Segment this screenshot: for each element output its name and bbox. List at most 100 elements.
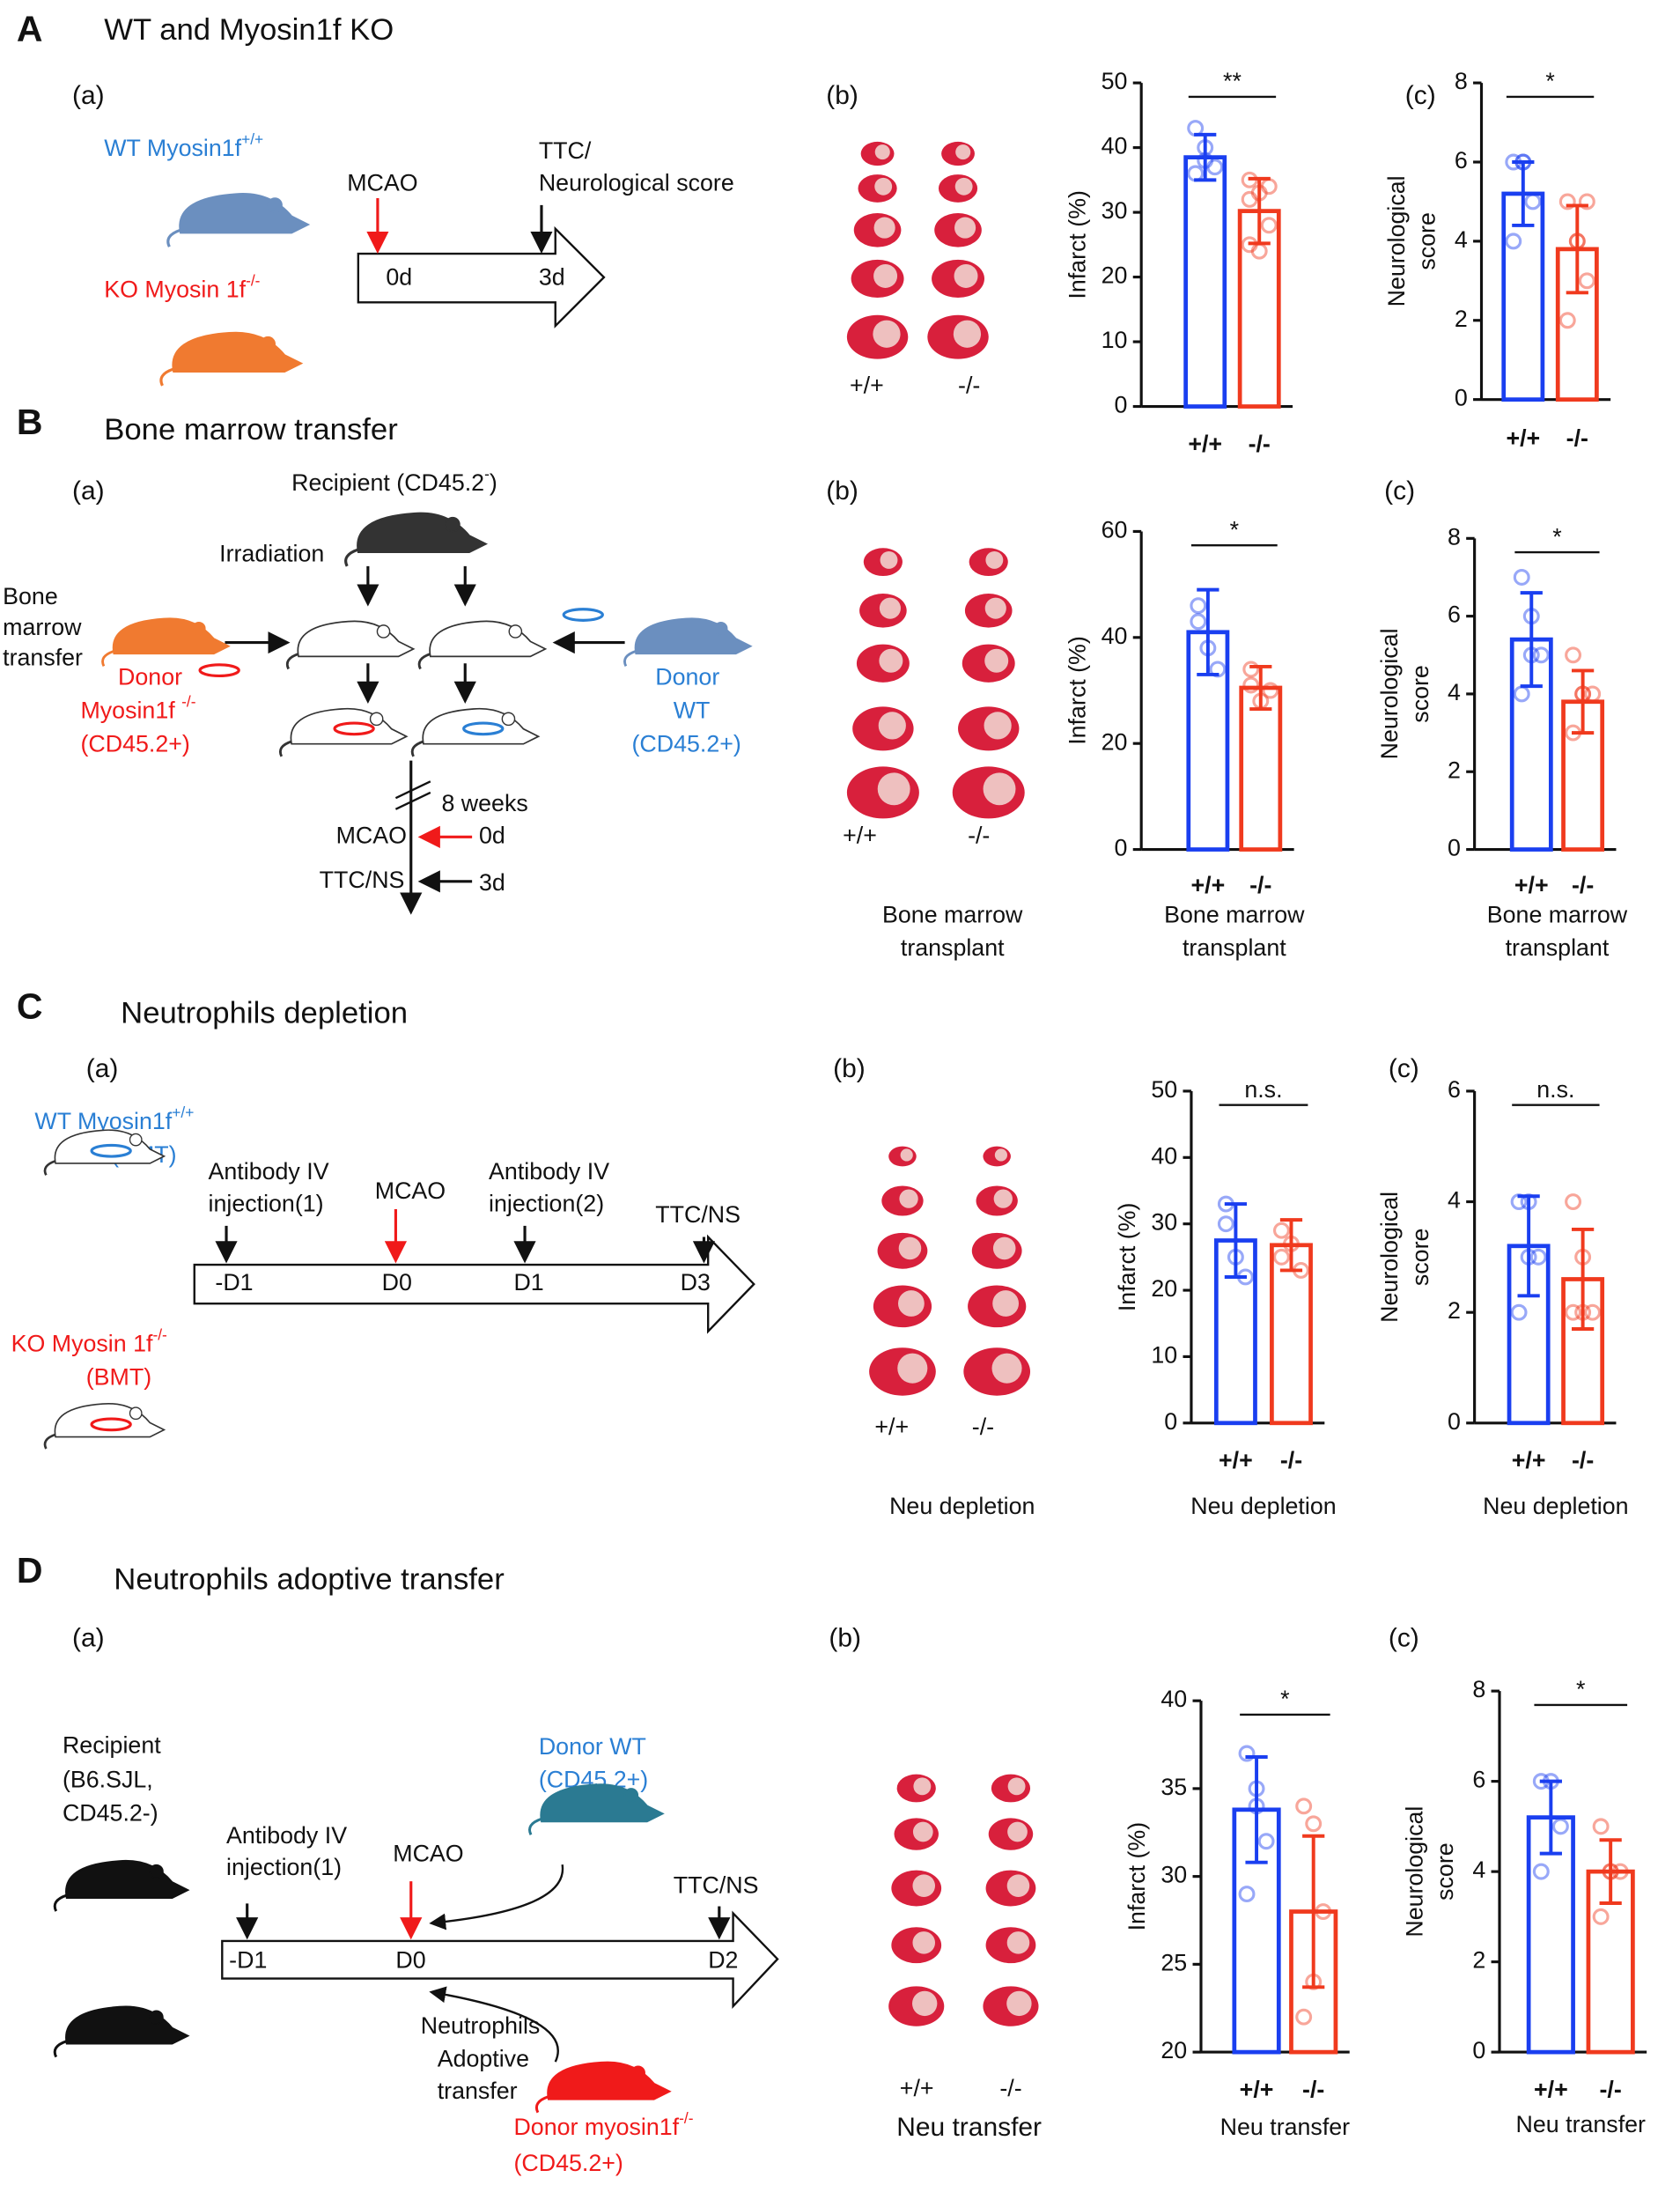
x-tick-label: -/- xyxy=(1566,424,1588,451)
data-point xyxy=(1187,120,1205,137)
label: Neutrophils adoptive transfer xyxy=(114,1563,504,1597)
y-axis-title: Infarct (%) xyxy=(1064,636,1090,745)
significance-label: * xyxy=(1280,1686,1290,1712)
mouse-body xyxy=(422,707,541,745)
brain-infarct xyxy=(955,144,971,160)
label: KO Myosin 1f xyxy=(11,1331,153,1357)
brain-infarct xyxy=(954,217,976,239)
label: Neutrophils depletion xyxy=(121,996,408,1030)
mouse-ear xyxy=(149,1864,164,1879)
label: +/+ xyxy=(874,1414,909,1440)
mouse-ear xyxy=(129,1406,143,1421)
mouse-icon xyxy=(623,617,753,668)
x-axis-title: Neu depletion xyxy=(1483,1493,1628,1519)
x-axis-title: Bone marrow xyxy=(1487,901,1628,927)
data-point xyxy=(1510,1193,1528,1211)
label: Antibody IV xyxy=(226,1822,347,1849)
label: marrow xyxy=(3,614,82,640)
data-point xyxy=(1568,233,1586,250)
y-tick-label: 2 xyxy=(1448,1297,1461,1324)
mouse-tail xyxy=(43,1433,56,1450)
data-point xyxy=(1272,1248,1290,1266)
mouse-icon xyxy=(344,512,489,567)
data-point xyxy=(1520,1248,1537,1266)
y-tick-label: 8 xyxy=(1455,68,1468,94)
significance-label: ** xyxy=(1223,68,1242,94)
label: Donor WT xyxy=(539,1733,646,1760)
x-tick-label: +/+ xyxy=(1506,424,1540,451)
brain-infarct xyxy=(912,1821,933,1842)
data-point xyxy=(1578,193,1595,210)
data-point xyxy=(1238,1745,1256,1762)
label: Bone xyxy=(3,583,58,609)
data-point xyxy=(1592,1908,1610,1925)
y-tick-label: 60 xyxy=(1102,517,1128,543)
mouse-icon xyxy=(410,707,541,757)
mouse-body xyxy=(429,620,548,658)
y-tick-label: 2 xyxy=(1455,306,1468,332)
label: Irradiation xyxy=(219,540,324,566)
label: CD45.2-) xyxy=(63,1800,158,1827)
mouse-tail xyxy=(528,1817,542,1836)
data-point xyxy=(1611,1863,1629,1880)
brain-infarct xyxy=(897,1290,925,1317)
mouse-body xyxy=(65,1859,190,1899)
mouse-body xyxy=(54,1129,166,1164)
y-tick-label: 0 xyxy=(1115,392,1128,418)
label: -D1 xyxy=(215,1269,253,1295)
label: +/+ xyxy=(850,373,884,399)
y-tick-label: 0 xyxy=(1164,1408,1177,1435)
shape xyxy=(429,1986,559,2063)
x-tick-label: +/+ xyxy=(1240,2076,1274,2102)
mouse-icon xyxy=(285,620,416,670)
brain-infarct xyxy=(873,320,901,348)
x-tick-label: +/+ xyxy=(1534,2076,1568,2102)
label: KO Myosin 1f-/- xyxy=(11,1325,167,1357)
y-tick-label: 30 xyxy=(1161,1862,1187,1888)
label: Recipient (CD45.2-) xyxy=(291,464,497,496)
label: KO Myosin 1f xyxy=(104,277,246,303)
mouse-ear xyxy=(508,624,523,639)
label: (B6.SJL, xyxy=(63,1767,153,1793)
x-tick-label: -/- xyxy=(1280,1447,1302,1473)
data-point xyxy=(1505,233,1522,250)
x-axis-title: Neu depletion xyxy=(1190,1493,1336,1519)
label: Neurological score xyxy=(539,169,734,196)
label: Donor xyxy=(655,664,719,690)
data-point xyxy=(1305,1815,1323,1833)
data-point xyxy=(1227,1248,1244,1266)
y-axis-title: Infarct (%) xyxy=(1064,190,1090,299)
mouse-body xyxy=(547,2061,672,2100)
mouse-ear xyxy=(445,516,461,533)
data-point xyxy=(1209,661,1227,678)
brain-infarct xyxy=(913,1777,932,1796)
x-tick-label: +/+ xyxy=(1188,431,1222,457)
label: (c) xyxy=(1405,81,1436,110)
data-point xyxy=(1584,1303,1602,1321)
label: -/- xyxy=(968,822,990,848)
data-point xyxy=(1574,685,1592,703)
data-point xyxy=(1574,685,1592,703)
data-point xyxy=(1529,1248,1547,1266)
label: WT xyxy=(674,698,711,724)
brain-infarct xyxy=(874,144,890,160)
brain-infarct xyxy=(984,597,1006,619)
brain-infarct xyxy=(984,648,1009,673)
label: (c) xyxy=(1384,476,1415,506)
data-point xyxy=(1551,1818,1569,1835)
brain-infarct xyxy=(991,1353,1022,1384)
brain-infarct xyxy=(879,597,901,619)
y-tick-label: 20 xyxy=(1161,2037,1187,2063)
label: WT and Myosin1f KO xyxy=(104,13,394,47)
mouse-icon xyxy=(278,707,409,757)
data-point xyxy=(1241,171,1258,188)
data-point xyxy=(1532,646,1550,664)
label: Antibody IV xyxy=(209,1158,329,1185)
data-point xyxy=(1574,1248,1592,1266)
mouse-tail xyxy=(285,653,299,670)
brain-infarct xyxy=(1006,1931,1030,1954)
label: injection(1) xyxy=(209,1190,324,1216)
mouse-ear xyxy=(713,622,728,636)
y-tick-label: 20 xyxy=(1151,1275,1177,1302)
